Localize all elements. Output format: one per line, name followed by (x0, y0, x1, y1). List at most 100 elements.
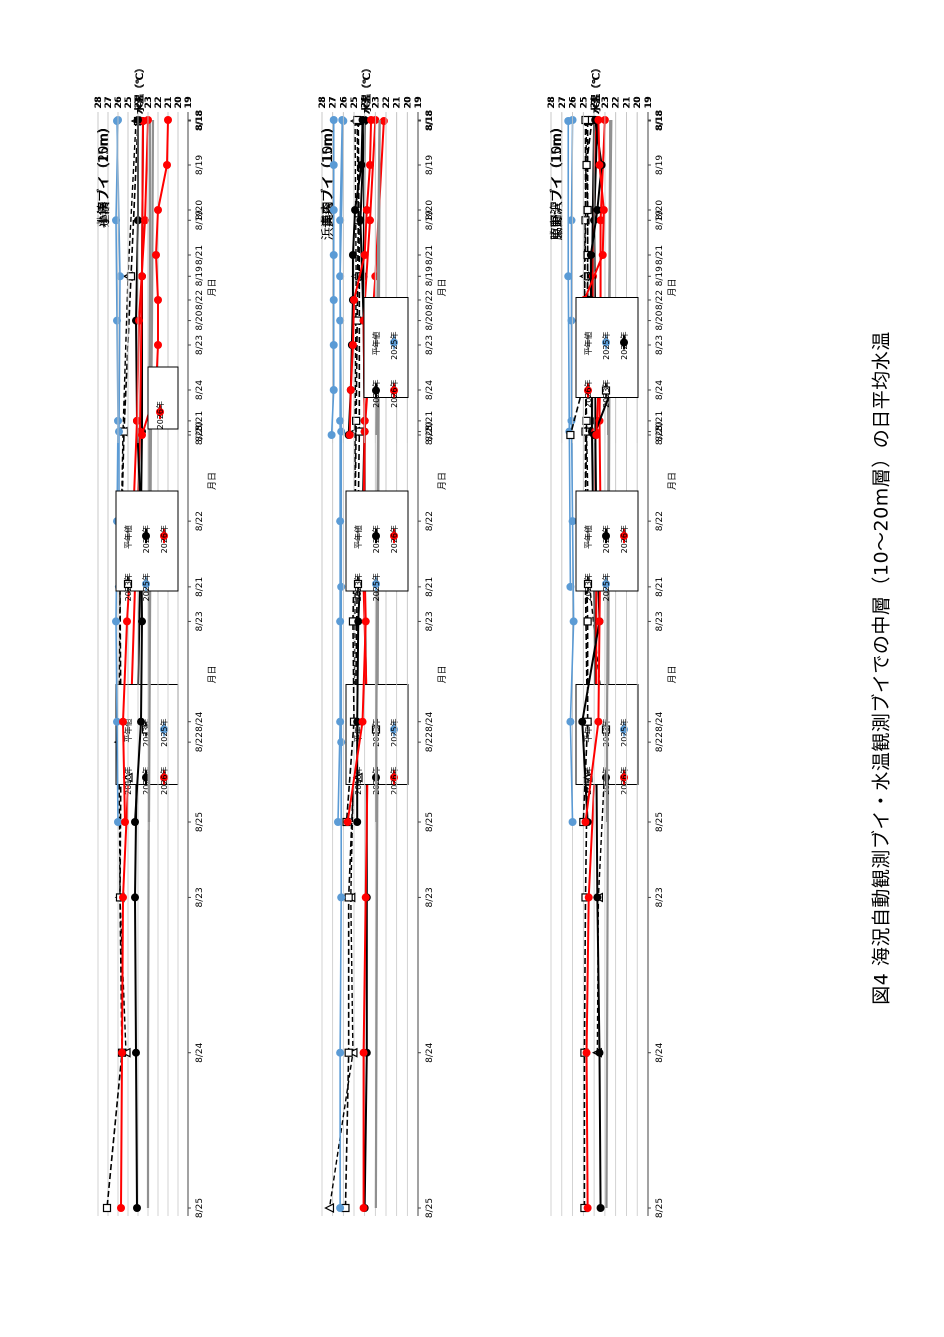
series-y2026 (119, 116, 152, 826)
x-axis-label: 月日 (437, 665, 448, 683)
legend-label: 2024年 (371, 525, 381, 553)
square-marker (583, 617, 592, 626)
circle-marker (354, 617, 363, 626)
x-tick-label: 8/23 (655, 887, 665, 907)
x-tick-label: 8/20 (655, 310, 665, 330)
y-tick-label: 23 (144, 96, 154, 107)
circle-marker (156, 408, 164, 416)
legend-label: 2024年 (601, 525, 611, 553)
y-tick-label: 27 (558, 96, 568, 107)
square-marker (582, 416, 591, 425)
y-tick-label: 25 (579, 96, 589, 107)
y-axis-label: 水温（℃） (361, 62, 373, 113)
y-tick-label: 27 (329, 97, 339, 108)
circle-marker (357, 161, 366, 169)
circle-marker (372, 580, 380, 588)
legend-label: 平年値 (123, 525, 133, 549)
y-tick-label: 24 (590, 97, 600, 109)
legend-label: 2025年 (601, 332, 611, 360)
legend: 2026年 (147, 366, 179, 430)
y-tick-label: 24 (590, 96, 600, 108)
circle-marker (137, 717, 145, 726)
x-tick-label: 8/21 (195, 245, 205, 265)
circle-marker (112, 216, 120, 225)
x-axis-label: 月日 (437, 278, 448, 296)
x-tick-label: 8/20 (655, 421, 665, 441)
circle-marker (336, 617, 345, 626)
x-tick-label: 8/18 (195, 110, 205, 130)
y-tick-label: 23 (601, 96, 611, 107)
y-tick-label: 21 (393, 97, 403, 108)
chart-panel: 192021222324252627288/188/198/208/218/22… (547, 62, 678, 832)
x-tick-label: 8/18 (655, 110, 665, 130)
y-tick-label: 21 (622, 97, 632, 108)
circle-marker (142, 580, 150, 588)
square-marker (123, 579, 133, 589)
circle-marker (348, 251, 357, 259)
legend-label: 2026年 (159, 767, 169, 795)
legend-label: 2023年 (123, 573, 133, 601)
y-tick-label: 22 (154, 96, 164, 107)
y-tick-label: 22 (154, 96, 164, 107)
x-tick-label: 8/18 (195, 110, 205, 130)
series-y2025 (334, 116, 347, 826)
x-tick-label: 8/21 (655, 411, 665, 431)
circle-marker (327, 431, 336, 439)
y-tick-label: 21 (393, 96, 403, 107)
circle-marker (390, 725, 398, 734)
square-marker (601, 386, 611, 395)
x-tick-label: 8/18 (425, 110, 435, 130)
y-tick-label: 19 (414, 96, 424, 108)
square-marker (126, 272, 136, 281)
chart-title: 脇野沢ブイ（10m） (549, 120, 565, 240)
y-tick-label: 19 (644, 96, 654, 108)
circle-marker (121, 818, 129, 826)
circle-marker (164, 116, 172, 124)
x-tick-label: 8/25 (195, 425, 205, 445)
square-marker (582, 160, 591, 170)
circle-marker (596, 1204, 605, 1212)
x-tick-label: 8/18 (425, 111, 435, 131)
circle-marker (372, 386, 380, 395)
legend-label: 平年値 (583, 525, 593, 549)
x-tick-label: 8/22 (195, 290, 205, 310)
series-line (344, 120, 361, 1209)
y-axis-label: 水温（℃） (134, 62, 146, 113)
x-tick-label: 8/25 (425, 1198, 435, 1218)
y-tick-label: 23 (601, 97, 611, 108)
legend-label: 平年値 (353, 525, 363, 549)
x-tick-label: 8/21 (655, 577, 665, 597)
circle-marker (620, 773, 628, 782)
y-tick-label: 26 (114, 96, 124, 108)
circle-marker (337, 893, 346, 902)
circle-marker (568, 818, 577, 826)
y-tick-label: 26 (339, 97, 349, 109)
y-axis-label: 水温（℃） (591, 62, 603, 113)
y-tick-label: 22 (382, 96, 392, 107)
circle-marker (345, 431, 354, 439)
legend-label: 平年値 (583, 719, 593, 743)
y-tick-label: 25 (579, 96, 589, 107)
circle-marker (567, 316, 576, 325)
x-tick-label: 8/21 (195, 411, 205, 431)
circle-marker (582, 1048, 591, 1057)
x-tick-label: 8/20 (195, 200, 205, 220)
y-tick-label: 24 (134, 97, 144, 109)
x-tick-label: 8/21 (195, 577, 205, 597)
circle-marker (594, 717, 603, 726)
circle-marker (336, 416, 345, 425)
triangle-marker (324, 1203, 335, 1213)
series-y2025 (566, 116, 578, 826)
circle-marker (362, 206, 371, 214)
y-tick-label: 23 (371, 97, 381, 108)
x-tick-label: 8/22 (425, 290, 435, 310)
series-line (337, 119, 344, 823)
circle-marker (138, 617, 146, 626)
legend-label: 2010年 (583, 767, 593, 795)
legend-label: 2025年 (389, 332, 399, 360)
square-marker (344, 893, 353, 902)
x-tick-label: 8/18 (655, 111, 665, 131)
y-tick-label: 24 (134, 96, 144, 108)
legend-label: 2025年 (141, 573, 151, 601)
legend-label: 2026年 (583, 380, 593, 408)
